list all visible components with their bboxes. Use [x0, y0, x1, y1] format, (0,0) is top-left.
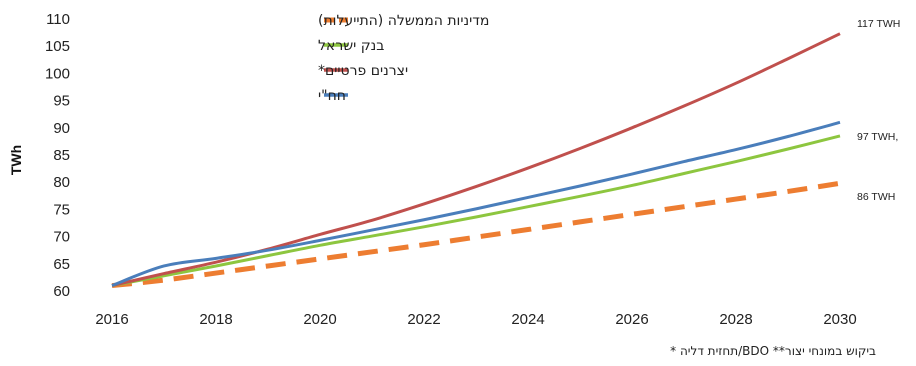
- axes: 60 65 70 75 80 85 90 95 100 105 110 2016 2018 2020 202…: [8, 11, 857, 328]
- legend-label: יצרנים פרטיים*: [318, 63, 408, 79]
- y-tick-label: 75: [53, 201, 70, 218]
- x-tick-label: 2016: [95, 311, 128, 328]
- y-tick-label: 65: [53, 256, 70, 273]
- y-tick-label: 85: [53, 147, 70, 164]
- y-axis-title: TWh: [8, 145, 24, 175]
- x-tick-label: 2026: [615, 311, 648, 328]
- x-tick-label: 2030: [823, 311, 856, 328]
- x-tick-label: 2022: [407, 311, 440, 328]
- series-line-2: [111, 32, 841, 288]
- footnote: * תחזית דליה/BDO **ביקוש במונחי יצור: [670, 344, 876, 358]
- series-line-0: [111, 180, 841, 289]
- x-tick-label: 2018: [199, 311, 232, 328]
- legend-label: חח"י: [318, 88, 346, 104]
- x-tick-label: 2020: [303, 311, 336, 328]
- series-line-1: [111, 134, 841, 288]
- y-tick-label: 80: [53, 174, 70, 191]
- legend-label: מדיניות הממשלה (התייעלות): [318, 13, 489, 29]
- end-value-labels: 117 TWH 97 TWH, 86 TWH: [857, 18, 900, 203]
- y-tick-label: 100: [45, 65, 70, 82]
- series-line-3: [111, 120, 841, 287]
- y-tick-label: 70: [53, 229, 70, 246]
- x-tick-label: 2028: [719, 311, 752, 328]
- y-tick-label: 110: [46, 11, 70, 28]
- y-tick-label: 90: [53, 120, 70, 137]
- x-tick-label: 2024: [511, 311, 544, 328]
- end-value-label: 97 TWH,: [857, 131, 898, 143]
- legend-label: בנק ישראל: [318, 38, 384, 54]
- legend: מדיניות הממשלה (התייעלות) בנק ישראל יצרנים…: [318, 13, 489, 104]
- series-lines: [111, 32, 841, 289]
- end-value-label: 117 TWH: [857, 18, 900, 30]
- y-tick-label: 95: [53, 93, 70, 110]
- y-tick-label: 105: [45, 38, 70, 55]
- y-tick-label: 60: [53, 283, 70, 300]
- end-value-label: 86 TWH: [857, 191, 895, 203]
